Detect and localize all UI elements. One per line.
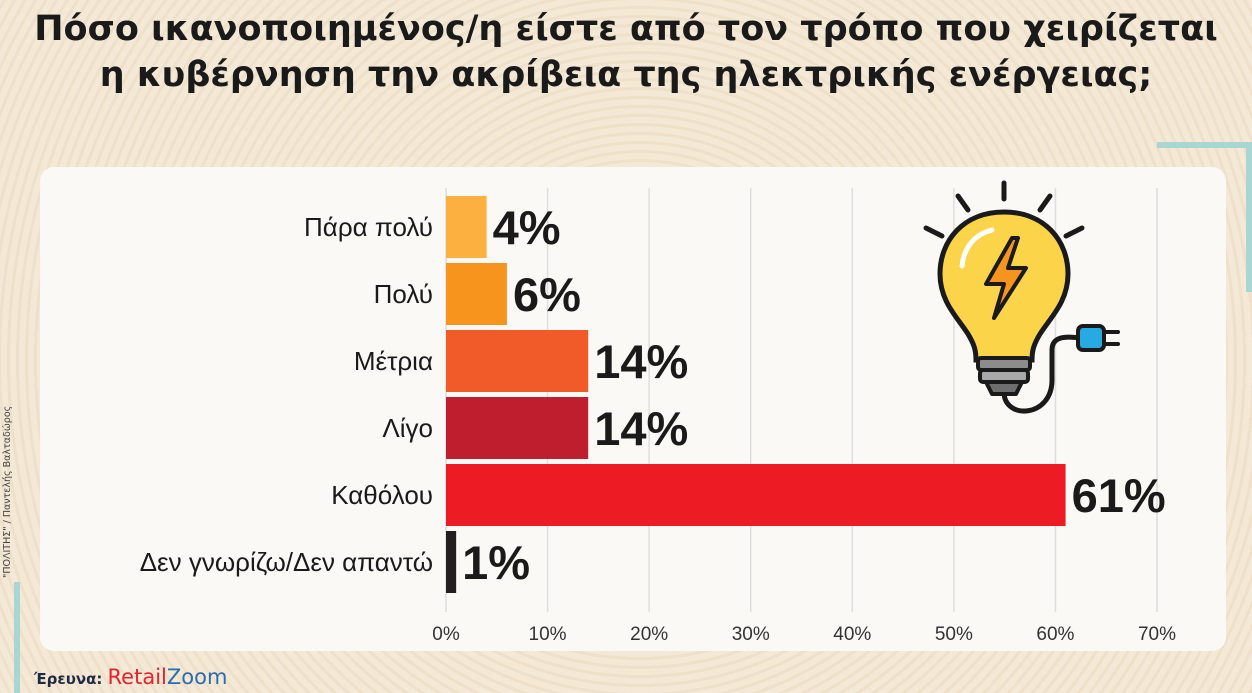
value-label: 61% (1072, 469, 1166, 522)
category-label: Μέτρια (354, 346, 433, 376)
x-tick-label: 0% (432, 624, 460, 645)
bar (446, 531, 457, 593)
value-label: 14% (594, 335, 688, 388)
title-line-1: Πόσο ικανοποιημένος/η είστε από τον τρόπ… (34, 9, 1218, 49)
lightbulb-plug-icon (923, 180, 1120, 414)
bar (446, 397, 589, 459)
teal-accent-line (14, 582, 20, 693)
title-line-2: η κυβέρνηση την ακρίβεια της ηλεκτρικής … (99, 55, 1153, 95)
teal-accent-line (1246, 142, 1252, 292)
value-label: 14% (594, 402, 688, 455)
value-label: 1% (462, 536, 530, 589)
bar (446, 464, 1066, 526)
category-label: Λίγο (382, 413, 433, 443)
category-label: Δεν γνωρίζω/Δεν απαντώ (140, 547, 433, 577)
x-tick-label: 60% (1036, 624, 1074, 645)
labels: 0% 10% 20% 30% 40% 50% 60% 70% Πάρα πολύ 4% Πολύ 6%… (140, 201, 1176, 645)
x-tick-label: 70% (1138, 624, 1176, 645)
x-tick-label: 50% (935, 624, 973, 645)
x-tick-label: 30% (732, 624, 770, 645)
category-label: Καθόλου (331, 480, 433, 510)
value-label: 6% (513, 268, 581, 321)
bar (446, 196, 487, 258)
category-label: Πολύ (374, 279, 433, 309)
bar (446, 263, 507, 325)
x-tick-label: 20% (630, 624, 668, 645)
source-brand-part1: Retail (107, 665, 167, 689)
teal-accent-line (1157, 142, 1252, 148)
bars (446, 196, 1066, 593)
bar (446, 330, 589, 392)
source-brand-part2: Zoom (166, 665, 228, 689)
category-label: Πάρα πολύ (304, 212, 433, 242)
chart-title: Πόσο ικανοποιημένος/η είστε από τον τρόπ… (0, 6, 1252, 98)
source-label: Έρευνα: (34, 670, 103, 688)
source-credit: Έρευνα: RetailZoom (34, 665, 227, 689)
x-tick-label: 40% (833, 624, 871, 645)
value-label: 4% (493, 201, 561, 254)
x-tick-label: 10% (529, 624, 567, 645)
